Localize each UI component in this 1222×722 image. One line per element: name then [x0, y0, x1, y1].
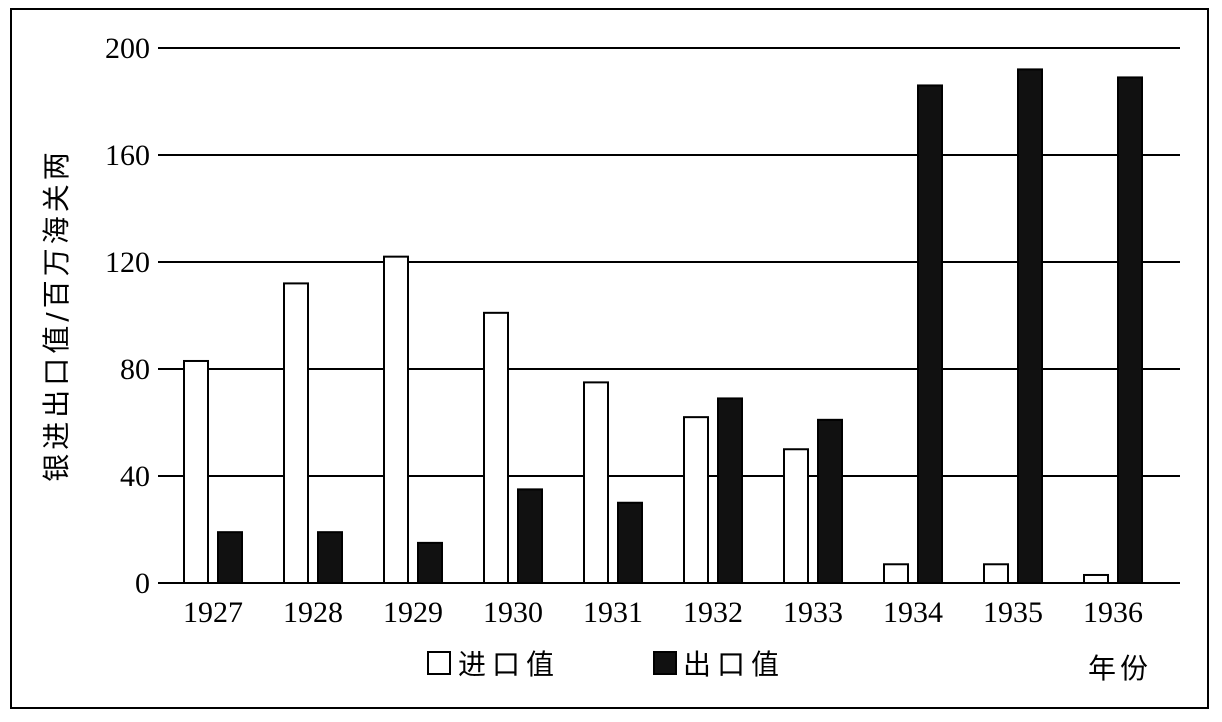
bar-import-1928: [283, 282, 309, 584]
bar-import-1927: [183, 359, 209, 584]
x-tick-label: 1933: [783, 596, 843, 629]
bar-export-1930: [517, 488, 543, 584]
y-tick-label: 40: [120, 460, 150, 493]
x-tick-label: 1935: [983, 596, 1043, 629]
x-axis-ticks: 1927 1928 1929 1930 1931 1932 1933 1934 1935 1936: [183, 596, 1143, 629]
y-tick-label: 0: [135, 567, 150, 600]
bar-export-1929: [417, 541, 443, 584]
legend-swatch-export: [653, 651, 677, 675]
y-tick-label: 160: [105, 139, 150, 172]
bar-export-1928: [317, 531, 343, 584]
x-tick-label: 1936: [1083, 596, 1143, 629]
y-axis-label: 银进出口值/百万海关两: [40, 148, 73, 481]
y-tick-label: 200: [105, 32, 150, 65]
bar-export-1933: [817, 418, 843, 585]
y-axis-ticks: 0 40 80 120 160 200: [105, 32, 150, 600]
legend-swatch-import: [427, 651, 451, 675]
bars: [183, 68, 1143, 585]
bar-import-1932: [683, 416, 709, 584]
y-tick-label: 120: [105, 246, 150, 279]
legend-label-export: 出口值: [683, 648, 785, 681]
x-tick-label: 1929: [383, 596, 443, 629]
x-tick-label: 1930: [483, 596, 543, 629]
x-tick-label: 1932: [683, 596, 743, 629]
chart-frame: [10, 8, 1209, 709]
bar-import-1930: [483, 311, 509, 584]
bar-export-1935: [1017, 68, 1043, 584]
legend-label-import: 进口值: [458, 648, 560, 681]
x-tick-label: 1934: [883, 596, 943, 629]
bar-import-1931: [583, 381, 609, 584]
x-tick-label: 1927: [183, 596, 243, 629]
bar-export-1932: [717, 397, 743, 584]
bar-export-1934: [917, 84, 943, 584]
legend: 进口值 出口值: [427, 648, 785, 681]
bar-import-1934: [883, 563, 909, 585]
bar-import-1936: [1083, 573, 1109, 584]
x-axis-label: 年份: [1088, 652, 1152, 685]
gridlines: [158, 47, 1180, 584]
bar-import-1929: [383, 255, 409, 584]
bar-export-1936: [1117, 76, 1143, 585]
bar-export-1927: [217, 531, 243, 584]
bar-import-1935: [983, 563, 1009, 585]
x-tick-label: 1928: [283, 596, 343, 629]
x-tick-label: 1931: [583, 596, 643, 629]
bar-import-1933: [783, 448, 809, 584]
bar-export-1931: [617, 501, 643, 584]
y-tick-label: 80: [120, 353, 150, 386]
